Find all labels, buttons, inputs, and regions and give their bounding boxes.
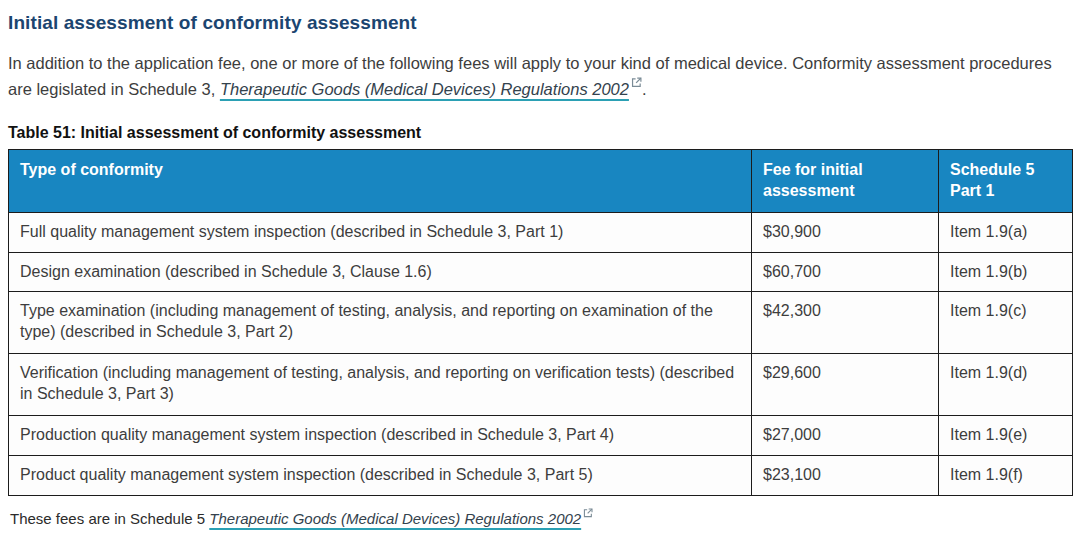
table-row: Production quality management system ins…	[9, 416, 1073, 456]
column-header-type-of-conformity: Type of conformity	[9, 150, 752, 213]
intro-text-suffix: .	[642, 80, 647, 98]
fee-cell: $30,900	[752, 212, 939, 252]
table-row: Type examination (including management o…	[9, 292, 1073, 354]
conformity-type-cell: Full quality management system inspectio…	[9, 212, 752, 252]
regulations-link[interactable]: Therapeutic Goods (Medical Devices) Regu…	[220, 80, 629, 98]
fee-cell: $60,700	[752, 252, 939, 292]
conformity-type-cell: Production quality management system ins…	[9, 416, 752, 456]
fee-cell: $27,000	[752, 416, 939, 456]
schedule-item-cell: Item 1.9(a)	[939, 212, 1073, 252]
schedule-item-cell: Item 1.9(e)	[939, 416, 1073, 456]
conformity-type-cell: Product quality management system inspec…	[9, 456, 752, 496]
column-header-schedule: Schedule 5 Part 1	[939, 150, 1073, 213]
table-row: Full quality management system inspectio…	[9, 212, 1073, 252]
external-link-icon	[631, 77, 642, 88]
intro-paragraph: In addition to the application fee, one …	[8, 51, 1072, 102]
fee-cell: $23,100	[752, 456, 939, 496]
footnote: These fees are in Schedule 5 Therapeutic…	[10, 508, 1072, 527]
table-row: Design examination (described in Schedul…	[9, 252, 1073, 292]
table-header-row: Type of conformity Fee for initial asses…	[9, 150, 1073, 213]
external-link-icon	[583, 508, 593, 518]
footnote-text: These fees are in Schedule 5	[10, 510, 209, 527]
table-caption: Table 51: Initial assessment of conformi…	[8, 124, 1072, 142]
fee-cell: $29,600	[752, 354, 939, 416]
fee-cell: $42,300	[752, 292, 939, 354]
schedule-item-cell: Item 1.9(f)	[939, 456, 1073, 496]
schedule-item-cell: Item 1.9(b)	[939, 252, 1073, 292]
column-header-fee: Fee for initial assessment	[752, 150, 939, 213]
fees-table: Type of conformity Fee for initial asses…	[8, 149, 1073, 496]
conformity-type-cell: Verification (including management of te…	[9, 354, 752, 416]
conformity-type-cell: Type examination (including management o…	[9, 292, 752, 354]
page-title: Initial assessment of conformity assessm…	[8, 12, 1072, 34]
schedule-item-cell: Item 1.9(c)	[939, 292, 1073, 354]
footnote-regulations-link[interactable]: Therapeutic Goods (Medical Devices) Regu…	[209, 510, 581, 527]
schedule-item-cell: Item 1.9(d)	[939, 354, 1073, 416]
conformity-type-cell: Design examination (described in Schedul…	[9, 252, 752, 292]
table-row: Product quality management system inspec…	[9, 456, 1073, 496]
table-row: Verification (including management of te…	[9, 354, 1073, 416]
